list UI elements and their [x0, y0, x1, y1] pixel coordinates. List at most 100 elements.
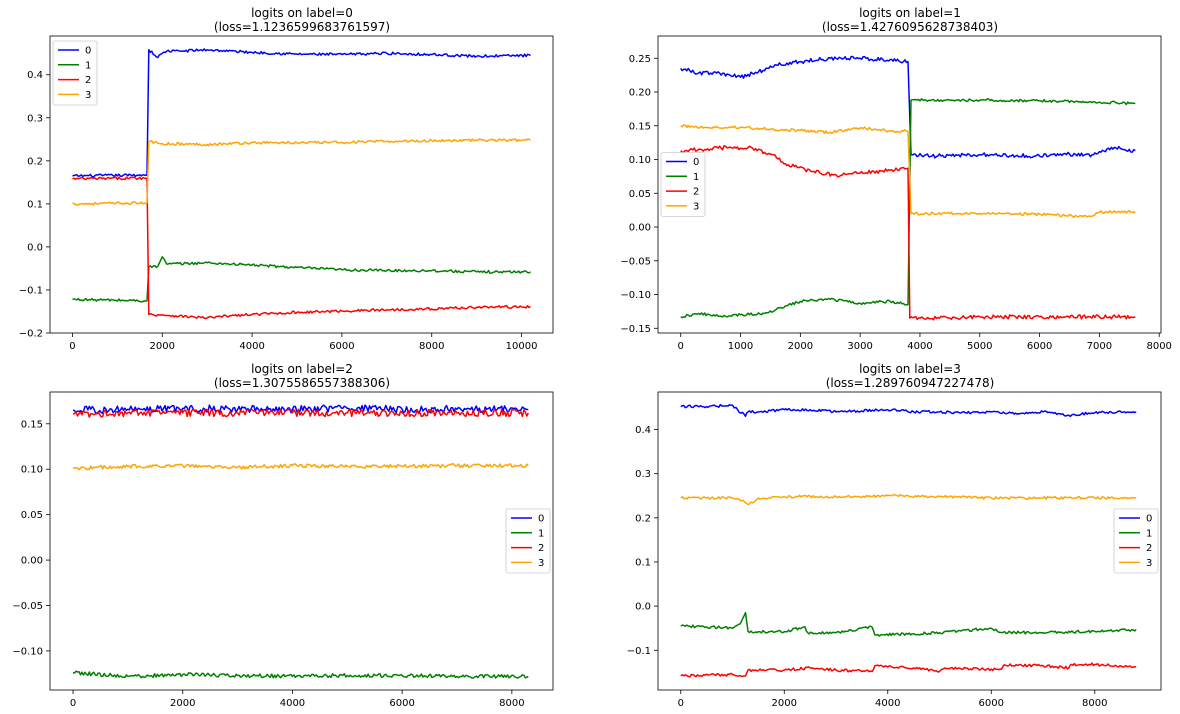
legend: 0 1 2 3	[505, 508, 551, 574]
legend: 0 1 2 3	[1113, 508, 1159, 574]
x-tick-label: 4000	[239, 341, 264, 352]
x-tick-label: 0	[678, 698, 684, 709]
legend-label: 2	[1146, 543, 1152, 554]
y-tick-label: 0.05	[21, 510, 43, 521]
y-tick-label: 0.3	[27, 113, 43, 124]
series-line-3	[72, 463, 529, 471]
chart-title-line1: logits on label=2	[251, 362, 353, 376]
y-tick-label: 0.00	[629, 223, 651, 234]
plot-area	[50, 36, 553, 333]
x-tick-label: 3000	[847, 341, 872, 352]
legend: 0 1 2 3	[660, 152, 706, 217]
legend-box	[1113, 508, 1159, 574]
subplot-label-3: logits on label=3 (loss=1.28976094722747…	[826, 362, 995, 390]
y-tick-label: 0.2	[635, 513, 651, 524]
series-lines	[72, 404, 529, 679]
x-tick-label: 6000	[329, 341, 354, 352]
legend-label: 1	[538, 528, 544, 539]
series-line-3	[72, 138, 531, 206]
y-tick-label: 0.15	[629, 121, 651, 132]
y-tick-label: −0.10	[12, 646, 43, 657]
series-line-2	[72, 408, 529, 418]
x-tick-label: 5000	[967, 341, 992, 352]
chart-title-line1: logits on label=1	[859, 6, 961, 20]
legend-label: 3	[85, 90, 91, 101]
x-tick-label: 8000	[1082, 698, 1107, 709]
series-line-2	[680, 145, 1136, 321]
legend-label: 3	[538, 558, 544, 569]
subplot-label-0: logits on label=0 (loss=1.12365996837615…	[214, 6, 390, 34]
series-line-2	[72, 176, 531, 320]
y-tick-label: 0.10	[21, 465, 43, 476]
y-tick-label: 0.1	[27, 199, 43, 210]
legend-label: 0	[1146, 514, 1152, 525]
legend-box	[52, 40, 98, 106]
y-tick-label: 0.1	[635, 557, 651, 568]
subplot-label-1: logits on label=1 (loss=1.42760956287384…	[822, 6, 998, 34]
y-tick-label: 0.15	[21, 419, 43, 430]
series-line-0	[680, 403, 1137, 418]
legend-label: 2	[85, 75, 91, 86]
series-line-1	[72, 670, 529, 679]
plot-area	[658, 392, 1161, 690]
axes-frame	[657, 35, 1162, 334]
subplot-3: 0 2000 4000 6000 8000 −0.1 0.0 0.1 0.2 0.3 0.4 0 1 2 3	[627, 391, 1162, 709]
legend-label: 1	[693, 172, 699, 183]
series-line-3	[680, 493, 1137, 506]
subplot-2: 0 2000 4000 6000 8000 −0.10 −0.05 0.00 0.05 0.10 0…	[12, 391, 554, 709]
plot-area	[50, 392, 553, 690]
chart-title-line2: (loss=1.289760947227478)	[826, 376, 995, 390]
legend-label: 1	[85, 60, 91, 71]
series-line-1	[680, 611, 1137, 637]
legend-label: 1	[1146, 528, 1152, 539]
x-tick-label: 2000	[772, 698, 797, 709]
y-tick-label: 0.4	[27, 70, 43, 81]
series-line-2	[680, 662, 1137, 678]
x-tick-label: 0	[69, 341, 75, 352]
y-tick-label: 0.0	[27, 242, 43, 253]
legend-box	[660, 152, 706, 217]
y-tick-label: −0.1	[627, 646, 651, 657]
y-tick-label: 0.4	[635, 425, 651, 436]
x-tick-label: 2000	[170, 698, 195, 709]
y-tick-label: −0.15	[620, 324, 651, 335]
y-tick-label: 0.05	[629, 189, 651, 200]
y-tick-label: 0.20	[629, 88, 651, 99]
series-line-0	[72, 48, 531, 178]
legend-label: 0	[693, 157, 699, 168]
subplot-0: 0 2000 4000 6000 8000 10000 −0.2 −0.1 0.0 0.1 0.2 0…	[19, 35, 554, 352]
legend-label: 2	[538, 543, 544, 554]
chart-title-line1: logits on label=0	[251, 6, 353, 20]
series-lines	[72, 48, 531, 320]
x-tick-label: 0	[678, 341, 684, 352]
chart-title-line2: (loss=1.3075586557388306)	[214, 376, 390, 390]
series-line-0	[680, 55, 1136, 159]
x-tick-label: 8000	[499, 698, 524, 709]
axes-frame	[49, 35, 554, 334]
y-tick-label: −0.1	[19, 285, 43, 296]
legend: 0 1 2 3	[52, 40, 98, 106]
x-tick-label: 1000	[728, 341, 753, 352]
legend-box	[505, 508, 551, 574]
x-tick-label: 8000	[419, 341, 444, 352]
y-tick-label: 0.00	[21, 556, 43, 567]
x-tick-label: 4000	[875, 698, 900, 709]
x-tick-label: 2000	[788, 341, 813, 352]
series-lines	[680, 403, 1137, 678]
legend-label: 3	[1146, 558, 1152, 569]
y-tick-label: 0.25	[629, 54, 651, 65]
series-line-1	[680, 98, 1136, 319]
x-tick-label: 7000	[1087, 341, 1112, 352]
legend-label: 0	[85, 46, 91, 57]
x-tick-label: 8000	[1146, 341, 1171, 352]
y-tick-label: −0.10	[620, 290, 651, 301]
x-tick-label: 10000	[506, 341, 538, 352]
x-tick-label: 6000	[389, 698, 414, 709]
y-tick-label: 0.0	[635, 602, 651, 613]
chart-title-line1: logits on label=3	[859, 362, 961, 376]
x-tick-label: 4000	[907, 341, 932, 352]
x-tick-label: 6000	[1027, 341, 1052, 352]
chart-title-line2: (loss=1.4276095628738403)	[822, 20, 998, 34]
legend-label: 2	[693, 187, 699, 198]
y-tick-label: −0.05	[620, 256, 651, 267]
